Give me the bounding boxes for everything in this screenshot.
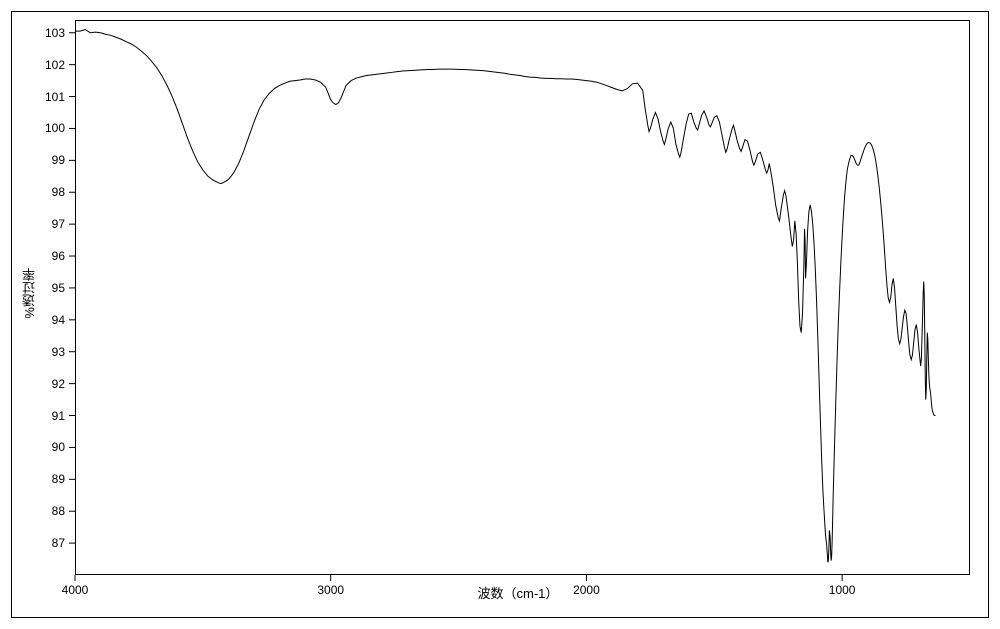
y-tick-label: 94 [41,313,65,327]
y-tick-label: 89 [41,472,65,486]
x-tick-label: 3000 [317,583,344,597]
spectrum-line-chart [0,0,1000,629]
y-tick-label: 93 [41,345,65,359]
y-tick-label: 98 [41,185,65,199]
y-tick-label: 102 [41,58,65,72]
x-axis-label: 波数（cm-1） [478,583,559,602]
y-tick-label: 91 [41,409,65,423]
y-tick-label: 87 [41,536,65,550]
y-axis-label: %透过率 [20,268,39,319]
y-tick-label: 101 [41,90,65,104]
x-tick-label: 4000 [62,583,89,597]
x-tick-label: 2000 [573,583,600,597]
y-tick-label: 100 [41,121,65,135]
y-tick-label: 92 [41,377,65,391]
y-tick-label: 99 [41,153,65,167]
y-tick-label: 103 [41,26,65,40]
y-tick-label: 96 [41,249,65,263]
y-tick-label: 88 [41,504,65,518]
spectrum-trace [75,30,935,563]
y-tick-label: 90 [41,440,65,454]
y-tick-label: 95 [41,281,65,295]
x-tick-label: 1000 [829,583,856,597]
y-tick-label: 97 [41,217,65,231]
